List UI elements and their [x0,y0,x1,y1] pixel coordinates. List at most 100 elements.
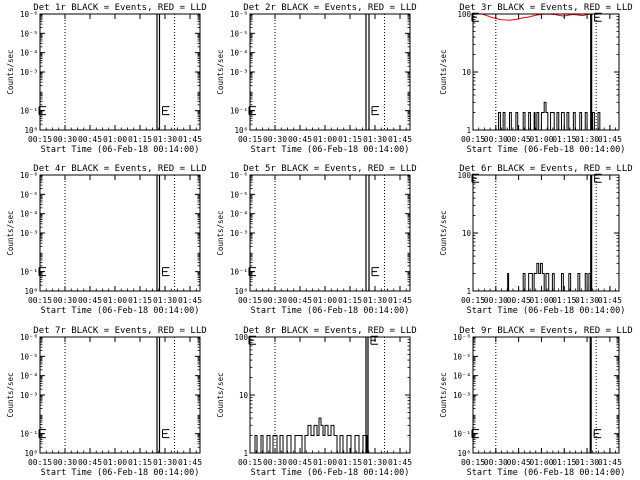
x-tick-label: 00:15 [28,458,52,467]
x-tick-label: 00:15 [461,296,485,305]
panel-title: Det 3r BLACK = Events, RED = LLD [459,3,632,13]
error-bar-mark [38,106,46,116]
x-tick-label: 00:30 [484,135,508,144]
x-tick-label: 01:15 [552,458,576,467]
x-tick-label: 01:30 [153,296,177,305]
x-tick-label: 01:45 [178,296,202,305]
x-tick-label: 01:00 [529,458,553,467]
y-tick-label: 10⁻¹ [20,430,38,439]
x-tick-label: 01:00 [313,135,337,144]
y-tick-label: 10⁻¹ [453,430,471,439]
panel-det7r: Det 7r BLACK = Events, RED = LLD Counts/s… [6,326,207,478]
y-tick-label: 10⁻³ [230,68,248,77]
error-bar-mark [38,267,46,277]
x-tick-label: 01:45 [388,296,412,305]
x-axis-label: Start Time (06-Feb-18 00:14:00) [41,145,200,155]
x-tick-label: 00:30 [53,135,77,144]
x-tick-label: 01:00 [103,135,127,144]
panel-title: Det 7r BLACK = Events, RED = LLD [33,326,206,336]
x-tick-label: 00:15 [238,135,262,144]
x-tick-label: 00:15 [238,296,262,305]
x-axis-label: Start Time (06-Feb-18 00:14:00) [41,468,200,478]
panel-det5r: Det 5r BLACK = Events, RED = LLD Counts/s… [216,164,417,316]
x-tick-label: 01:15 [128,458,152,467]
plot-frame [249,13,411,131]
x-tick-label: 01:30 [153,458,177,467]
x-tick-label: 01:45 [598,296,622,305]
x-tick-label: 00:30 [53,458,77,467]
x-tick-label: 00:45 [288,296,312,305]
y-tick-label: 10⁻¹ [20,107,38,116]
x-axis-label: Start Time (06-Feb-18 00:14:00) [251,145,410,155]
y-tick-label: 10⁻³ [20,229,38,238]
y-axis-label: Counts/sec [6,210,15,255]
error-bar-mark [594,173,602,183]
y-tick-label: 10⁻⁵ [20,190,38,199]
x-tick-label: 00:45 [288,135,312,144]
x-tick-label: 01:45 [178,458,202,467]
y-axis-label: Counts/sec [6,49,15,94]
y-tick-label: 10⁻⁵ [20,29,38,38]
x-tick-label: 01:45 [178,135,202,144]
x-tick-label: 01:30 [153,135,177,144]
y-tick-label: 100 [457,10,471,19]
x-tick-label: 01:15 [338,296,362,305]
panel-det4r: Det 4r BLACK = Events, RED = LLD Counts/s… [6,164,207,316]
x-tick-label: 01:30 [363,458,387,467]
x-tick-label: 00:45 [78,458,102,467]
y-tick-label: 10⁻⁴ [20,210,38,219]
x-tick-label: 00:30 [484,458,508,467]
error-bar-mark [594,12,602,22]
error-bar-mark [371,267,379,277]
x-tick-label: 00:30 [263,135,287,144]
panel-det8r: Det 8r BLACK = Events, RED = LLD Counts/s… [216,326,417,478]
y-tick-label: 10⁻⁴ [20,372,38,381]
y-tick-label: 10⁻⁶ [20,10,38,19]
x-tick-label: 00:45 [507,135,531,144]
x-tick-label: 00:45 [507,296,531,305]
x-axis-label: Start Time (06-Feb-18 00:14:00) [467,468,626,478]
error-bar-mark [248,335,256,345]
y-axis-label: Counts/sec [439,210,448,255]
error-bar-mark [162,106,170,116]
x-tick-label: 00:45 [78,135,102,144]
x-tick-label: 01:00 [103,458,127,467]
y-axis-label: Counts/sec [216,372,225,417]
y-tick-label: 10⁻¹ [230,107,248,116]
y-tick-label: 10⁻⁶ [230,10,248,19]
x-tick-label: 01:00 [103,296,127,305]
x-axis-label: Start Time (06-Feb-18 00:14:00) [41,306,200,316]
x-tick-label: 00:15 [28,296,52,305]
x-tick-label: 01:15 [128,296,152,305]
x-tick-label: 00:45 [507,458,531,467]
y-tick-label: 10⁻⁶ [453,333,471,342]
x-tick-label: 01:30 [575,135,599,144]
x-tick-label: 00:30 [53,296,77,305]
x-tick-label: 01:30 [575,296,599,305]
x-axis-label: Start Time (06-Feb-18 00:14:00) [467,306,626,316]
y-tick-label: 10⁻⁵ [230,190,248,199]
x-axis-label: Start Time (06-Feb-18 00:14:00) [251,306,410,316]
panel-det3r: Det 3r BLACK = Events, RED = LLD Counts/s… [439,3,633,155]
plot-frame [39,174,201,292]
plot-frame [249,174,411,292]
error-bar-mark [162,429,170,439]
x-tick-label: 00:15 [28,135,52,144]
error-bar-mark [371,106,379,116]
x-tick-label: 00:45 [288,458,312,467]
panel-det2r: Det 2r BLACK = Events, RED = LLD Counts/s… [216,3,417,155]
error-bar-mark [162,267,170,277]
y-tick-label: 10⁻⁴ [453,372,471,381]
x-tick-label: 01:15 [338,135,362,144]
y-tick-label: 10⁰ [234,126,248,135]
error-bar-mark [471,173,479,183]
y-tick-label: 1 [466,126,471,135]
y-tick-label: 10⁻⁵ [453,352,471,361]
error-bar-mark [471,429,479,439]
y-tick-label: 10⁻³ [20,68,38,77]
x-tick-label: 01:00 [313,296,337,305]
panel-det1r: Det 1r BLACK = Events, RED = LLD Counts/s… [6,3,207,155]
y-tick-label: 10⁻³ [20,391,38,400]
x-tick-label: 00:30 [263,296,287,305]
